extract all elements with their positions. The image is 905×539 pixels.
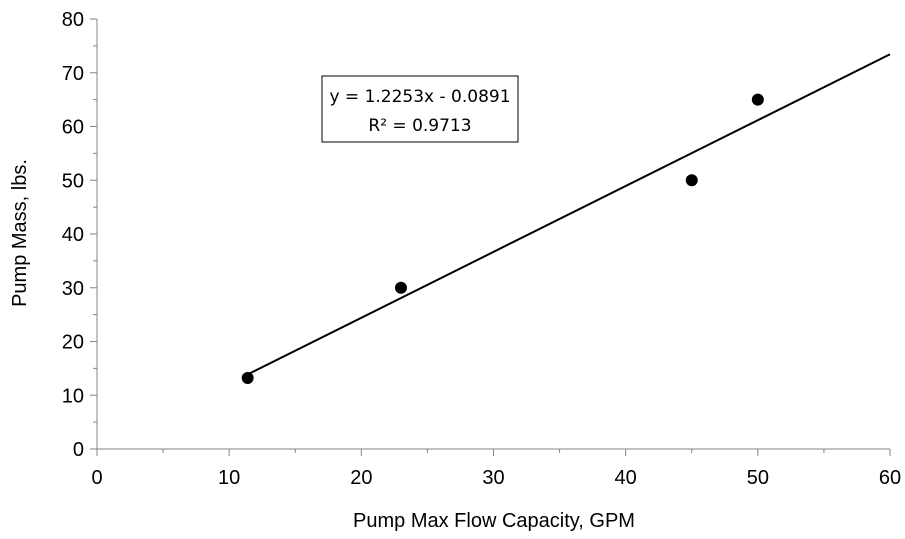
y-axis-title: Pump Mass, lbs.: [9, 159, 31, 307]
x-tick-label: 50: [747, 467, 769, 489]
trendline-equation-box: y = 1.2253x - 0.0891 R² = 0.9713: [321, 75, 519, 143]
y-tick-label: 50: [62, 170, 84, 192]
x-axis-ticks: 0 10 20 30 40 50 60: [91, 449, 901, 489]
trendline-equation: y = 1.2253x - 0.0891: [329, 87, 510, 107]
x-tick-label: 40: [615, 467, 637, 489]
x-tick-label: 60: [879, 467, 901, 489]
y-axis-ticks: 0 10 20 30 40 50 60 70 80: [62, 9, 97, 461]
x-tick-label: 0: [91, 467, 102, 489]
data-point: [394, 281, 407, 294]
y-tick-label: 20: [62, 332, 84, 354]
y-tick-label: 30: [62, 278, 84, 300]
y-tick-label: 80: [62, 9, 84, 31]
y-tick-label: 60: [62, 117, 84, 139]
x-axis-title: Pump Max Flow Capacity, GPM: [353, 510, 635, 532]
data-point: [685, 174, 698, 187]
y-tick-label: 70: [62, 63, 84, 85]
y-tick-label: 10: [62, 385, 84, 407]
y-tick-label: 40: [62, 224, 84, 246]
x-tick-label: 20: [350, 467, 372, 489]
data-point: [751, 93, 764, 106]
trendline: [247, 53, 891, 376]
x-tick-label: 10: [218, 467, 240, 489]
data-point: [241, 372, 254, 385]
y-tick-label: 0: [73, 439, 84, 461]
trendline-group: [247, 53, 891, 376]
x-tick-label: 30: [482, 467, 504, 489]
trendline-r-squared: R² = 0.9713: [368, 116, 471, 136]
data-points: [241, 93, 764, 385]
